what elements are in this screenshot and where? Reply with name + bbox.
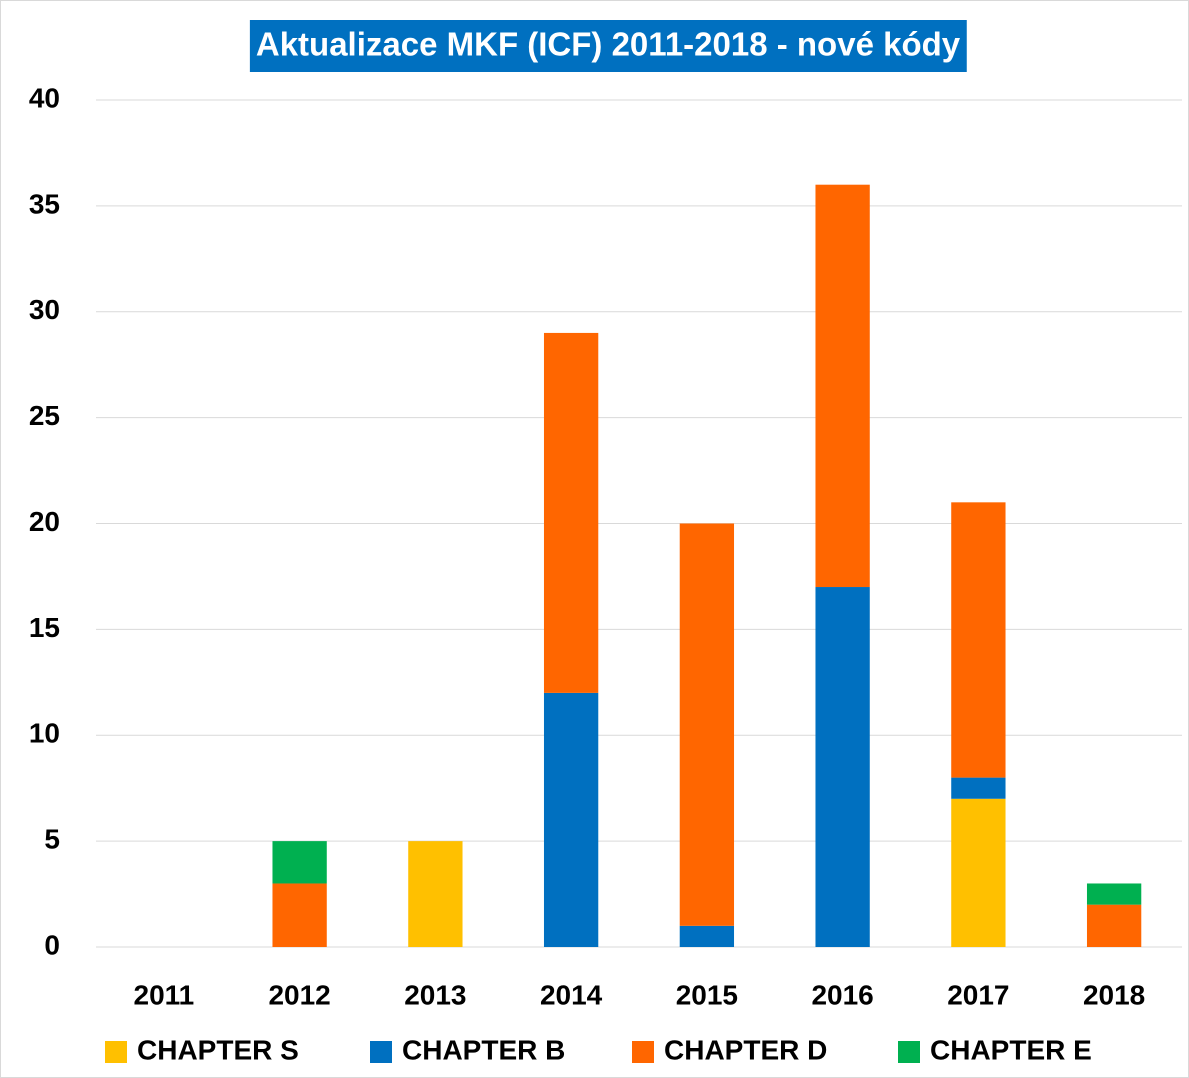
x-tick-label: 2015 [676,979,738,1010]
x-tick-label: 2017 [947,979,1009,1010]
legend-label: CHAPTER D [664,1034,827,1065]
x-tick-label: 2014 [540,979,603,1010]
legend-label: CHAPTER E [930,1034,1092,1065]
bar-segment [815,184,870,588]
chart-title: Aktualizace MKF (ICF) 2011-2018 - nové k… [256,26,961,63]
x-tick-label: 2012 [268,979,330,1010]
x-tick-label: 2011 [134,979,195,1010]
bar-segment [951,502,1006,778]
bar-segment [815,587,870,947]
bar-segment [272,841,327,884]
y-tick-label: 20 [29,506,60,537]
y-tick-label: 35 [29,188,60,219]
y-tick-label: 40 [29,82,60,113]
bar-segment [408,841,463,947]
legend-swatch [105,1041,127,1063]
y-tick-label: 15 [29,612,60,643]
legend-swatch [898,1041,920,1063]
x-tick-label: 2016 [811,979,873,1010]
bar-segment [679,523,735,926]
y-tick-label: 5 [44,824,60,855]
legend-swatch [632,1041,654,1063]
bar-segment [1086,904,1142,947]
y-tick-label: 0 [44,929,60,960]
bar-segment [951,798,1006,947]
bar-segment [543,692,599,947]
x-tick-label: 2018 [1083,979,1145,1010]
y-tick-label: 10 [29,718,60,749]
bar-segment [272,883,327,947]
y-tick-label: 25 [29,400,60,431]
bar-segment [543,332,599,693]
legend-label: CHAPTER B [402,1034,565,1065]
y-tick-label: 30 [29,294,60,325]
legend-swatch [370,1041,392,1063]
x-tick-label: 2013 [404,979,466,1010]
bar-segment [679,925,735,947]
title-background [249,20,967,72]
bar-segment [1086,883,1142,905]
bar-segment [951,777,1006,799]
legend-label: CHAPTER S [137,1034,299,1065]
